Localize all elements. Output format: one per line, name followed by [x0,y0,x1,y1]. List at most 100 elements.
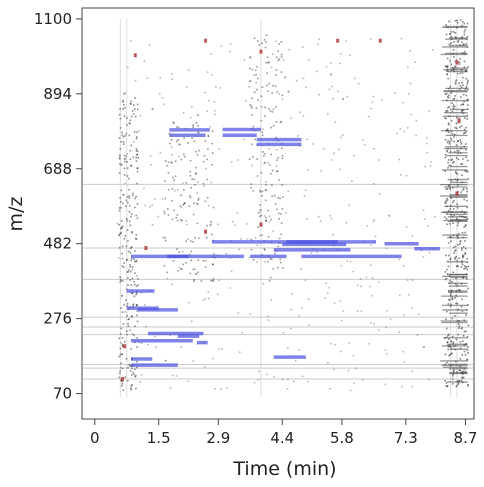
signal-point [120,276,122,279]
signal-point [167,161,170,164]
signal-point [207,148,209,150]
signal-point [464,149,467,151]
signal-point [444,271,447,273]
signal-point [259,189,261,192]
signal-point [445,277,448,280]
signal-point [446,268,448,271]
signal-point [370,244,372,246]
signal-point [121,344,124,347]
signal-point [129,270,132,273]
signal-point [151,204,153,207]
signal-point [449,258,452,261]
signal-point [193,278,195,281]
signal-point [426,152,429,154]
signal-point [456,207,459,209]
signal-point [191,137,193,139]
signal-point [467,352,469,354]
signal-point [425,136,428,139]
signal-point [302,46,304,48]
signal-point [303,195,306,197]
signal-point [197,181,199,183]
signal-point [354,77,356,80]
signal-point [459,369,462,372]
peak-mark [123,344,127,349]
signal-point [445,93,448,95]
signal-point [197,114,200,117]
signal-point [452,383,454,385]
signal-point [467,88,470,91]
signal-point [277,197,280,199]
signal-point [130,100,132,103]
signal-point [448,105,450,108]
signal-point [132,156,135,159]
signal-point [465,94,467,97]
signal-point [213,100,216,103]
signal-point [261,131,263,134]
signal-point [428,251,431,254]
signal-point [347,369,350,372]
signal-point [187,69,190,71]
signal-point [132,304,134,307]
signal-point [181,219,184,222]
signal-point [448,131,450,134]
signal-point [214,109,216,112]
signal-point [191,178,194,180]
signal-point [339,168,341,171]
signal-point [150,163,152,166]
signal-point [234,224,237,227]
signal-point [250,249,253,251]
signal-point [373,323,375,325]
signal-point [121,353,124,355]
signal-point [239,351,241,353]
signal-point [120,163,123,166]
signal-point [245,100,247,102]
signal-point [452,373,454,376]
signal-point [452,104,455,106]
signal-point [447,140,449,142]
signal-point [259,209,262,212]
signal-point [333,302,336,304]
signal-point [450,179,453,182]
signal-point [126,305,128,307]
signal-point [402,101,404,104]
signal-point [135,195,137,198]
signal-point [462,132,465,135]
signal-point [423,218,426,220]
signal-point [461,24,463,27]
x-tick-label: 8.7 [454,429,478,447]
signal-point [460,104,463,106]
signal-point [173,179,176,181]
signal-point [182,263,185,266]
signal-point [464,247,467,250]
signal-point [278,217,280,220]
signal-point [454,245,457,248]
signal-point [447,338,450,340]
signal-point [119,201,122,203]
signal-point [450,352,452,355]
signal-point [256,88,258,91]
signal-point [167,214,170,216]
signal-point [123,115,126,117]
signal-point [134,250,136,252]
signal-point [267,235,270,238]
signal-point [352,154,355,157]
signal-point [210,53,212,55]
signal-point [278,58,281,60]
signal-point [267,209,269,212]
signal-point [452,161,455,163]
signal-point [194,184,196,186]
signal-point [183,137,186,139]
signal-point [249,80,251,82]
signal-point [135,156,138,159]
signal-point [122,107,124,110]
signal-point [188,205,191,207]
signal-point [453,98,456,100]
peak-mark [336,38,340,43]
signal-point [250,186,252,189]
signal-point [129,264,131,266]
signal-point [136,170,139,173]
signal-point [119,366,122,369]
signal-point [372,95,375,98]
signal-point [163,210,165,213]
peak-mark [378,38,382,43]
